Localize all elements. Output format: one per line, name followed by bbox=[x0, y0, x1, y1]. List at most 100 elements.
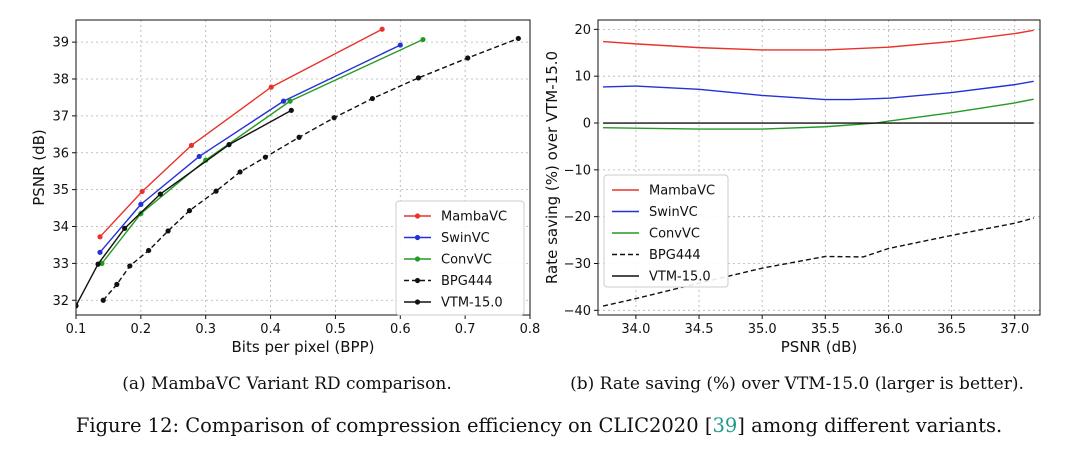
data-point-swinvc bbox=[138, 201, 144, 207]
legend-label-vtm-15-0: VTM-15.0 bbox=[649, 270, 711, 285]
legend-label-vtm-15-0: VTM-15.0 bbox=[441, 296, 503, 311]
data-point-convvc bbox=[203, 157, 209, 163]
data-point-convvc bbox=[99, 260, 105, 266]
data-point-bpg444 bbox=[296, 134, 302, 140]
caption-a: (a) MambaVC Variant RD comparison. bbox=[122, 374, 452, 394]
legend-label-convvc: ConvVC bbox=[441, 253, 492, 268]
data-point-bpg444 bbox=[114, 281, 120, 287]
data-point-bpg444 bbox=[515, 35, 521, 42]
series-line-mambavc bbox=[603, 29, 1034, 51]
y-tick-label: 39 bbox=[52, 36, 69, 51]
y-tick-label: 36 bbox=[52, 146, 69, 161]
x-tick-label: 34.5 bbox=[685, 322, 714, 337]
y-tick-label: −10 bbox=[564, 163, 591, 178]
data-point-bpg444 bbox=[415, 75, 422, 81]
series-line-bpg444 bbox=[602, 217, 1034, 307]
legend-marker-convvc bbox=[414, 256, 421, 262]
legend-marker-vtm-15-0 bbox=[414, 299, 421, 305]
y-tick-label: −30 bbox=[564, 257, 591, 272]
x-tick-label: 0.3 bbox=[195, 322, 216, 337]
data-point-swinvc bbox=[196, 153, 202, 160]
y-axis-title: PSNR (dB) bbox=[30, 129, 48, 206]
data-point-bpg444 bbox=[465, 55, 471, 61]
legend-label-bpg444: BPG444 bbox=[441, 274, 493, 289]
figure-caption-prefix: Figure 12: Comparison of compression eff… bbox=[76, 414, 713, 437]
data-point-convvc bbox=[420, 36, 426, 43]
data-point-bpg444 bbox=[146, 247, 152, 254]
figure-caption: Figure 12: Comparison of compression eff… bbox=[76, 414, 1002, 437]
x-tick-label: 0.7 bbox=[455, 322, 476, 337]
data-point-bpg444 bbox=[165, 228, 171, 234]
y-tick-label: 32 bbox=[52, 294, 69, 309]
data-point-vtm-15-0 bbox=[95, 261, 101, 267]
data-point-vtm-15-0 bbox=[288, 107, 294, 113]
data-point-swinvc bbox=[280, 98, 287, 104]
x-tick-label: 35.5 bbox=[811, 322, 840, 337]
y-tick-label: 34 bbox=[52, 220, 69, 235]
axes-frame bbox=[597, 19, 1041, 316]
y-tick-label: 20 bbox=[574, 23, 591, 38]
data-point-vtm-15-0 bbox=[122, 225, 128, 231]
legend: MambaVC SwinVC ConvVC BPG444 VTM-15.0 bbox=[395, 200, 525, 316]
x-tick-label: 0.4 bbox=[260, 322, 281, 337]
x-tick-label: 0.8 bbox=[520, 322, 541, 337]
data-point-bpg444 bbox=[186, 208, 193, 214]
legend-box bbox=[395, 200, 525, 316]
figure-caption-suffix: ] among different variants. bbox=[737, 414, 1002, 437]
series-line-convvc bbox=[603, 98, 1034, 130]
x-tick-label: 0.6 bbox=[390, 322, 411, 337]
data-point-swinvc bbox=[397, 42, 403, 48]
data-point-bpg444 bbox=[262, 154, 268, 160]
y-tick-label: 33 bbox=[52, 257, 69, 272]
data-point-swinvc bbox=[97, 249, 103, 255]
x-tick-label: 0.2 bbox=[131, 322, 152, 337]
y-tick-label: 37 bbox=[52, 109, 69, 124]
data-point-vtm-15-0 bbox=[76, 303, 79, 309]
series-line-swinvc bbox=[603, 80, 1034, 101]
citation-link[interactable]: 39 bbox=[712, 414, 737, 437]
x-tick-label: 35.0 bbox=[748, 322, 777, 337]
legend-marker-mambavc bbox=[414, 213, 421, 219]
data-point-mambavc bbox=[188, 142, 195, 148]
data-point-vtm-15-0 bbox=[157, 191, 163, 197]
chart-a-rd-comparison: 0.1 0.2 0.3 0.4 0.5 0.6 0.7 0.8 32 33 34 35 36 37 38 39… bbox=[30, 19, 541, 356]
y-tick-label: −40 bbox=[564, 304, 591, 319]
legend-marker-bpg444 bbox=[414, 277, 421, 284]
legend: MambaVC SwinVC ConvVC BPG444 VTM-15.0 bbox=[603, 174, 729, 288]
legend-label-swinvc: SwinVC bbox=[441, 231, 490, 246]
x-tick-label: 36.5 bbox=[937, 322, 966, 337]
data-point-bpg444 bbox=[100, 297, 106, 303]
x-tick-label: 36.0 bbox=[874, 322, 903, 337]
caption-b: (b) Rate saving (%) over VTM-15.0 (large… bbox=[570, 374, 1024, 394]
x-axis-title: PSNR (dB) bbox=[781, 338, 858, 356]
legend-label-convvc: ConvVC bbox=[649, 227, 700, 242]
series-group bbox=[602, 29, 1034, 307]
legend-label-mambavc: MambaVC bbox=[649, 184, 715, 199]
data-point-bpg444 bbox=[213, 188, 219, 194]
data-point-mambavc bbox=[97, 234, 103, 240]
x-tick-label: 37.0 bbox=[1000, 322, 1029, 337]
chart-b-rate-saving: 34.0 34.5 35.0 35.5 36.0 36.5 37.0 −40 −30 −20 −10… bbox=[543, 19, 1041, 356]
legend-marker-swinvc bbox=[414, 234, 421, 241]
data-point-bpg444 bbox=[369, 95, 375, 102]
data-point-mambavc bbox=[268, 84, 274, 90]
x-tick-label: 0.5 bbox=[325, 322, 346, 337]
data-point-mambavc bbox=[379, 26, 385, 32]
x-axis-title: Bits per pixel (BPP) bbox=[232, 338, 375, 356]
series-group bbox=[76, 26, 521, 309]
y-tick-label: −20 bbox=[564, 210, 591, 225]
data-point-bpg444 bbox=[331, 115, 337, 121]
y-tick-label: 38 bbox=[52, 73, 69, 88]
data-point-vtm-15-0 bbox=[226, 142, 232, 148]
data-point-bpg444 bbox=[237, 169, 243, 175]
y-tick-label: 35 bbox=[52, 183, 69, 198]
data-point-convvc bbox=[287, 98, 293, 104]
axes-frame bbox=[75, 19, 531, 316]
legend-label-mambavc: MambaVC bbox=[441, 210, 507, 225]
y-axis-title: Rate saving (%) over VTM-15.0 bbox=[543, 51, 561, 284]
x-tick-label: 0.1 bbox=[66, 322, 87, 337]
legend-label-bpg444: BPG444 bbox=[649, 248, 701, 263]
x-tick-label: 34.0 bbox=[621, 322, 650, 337]
series-line-vtm-15-0 bbox=[76, 109, 292, 307]
